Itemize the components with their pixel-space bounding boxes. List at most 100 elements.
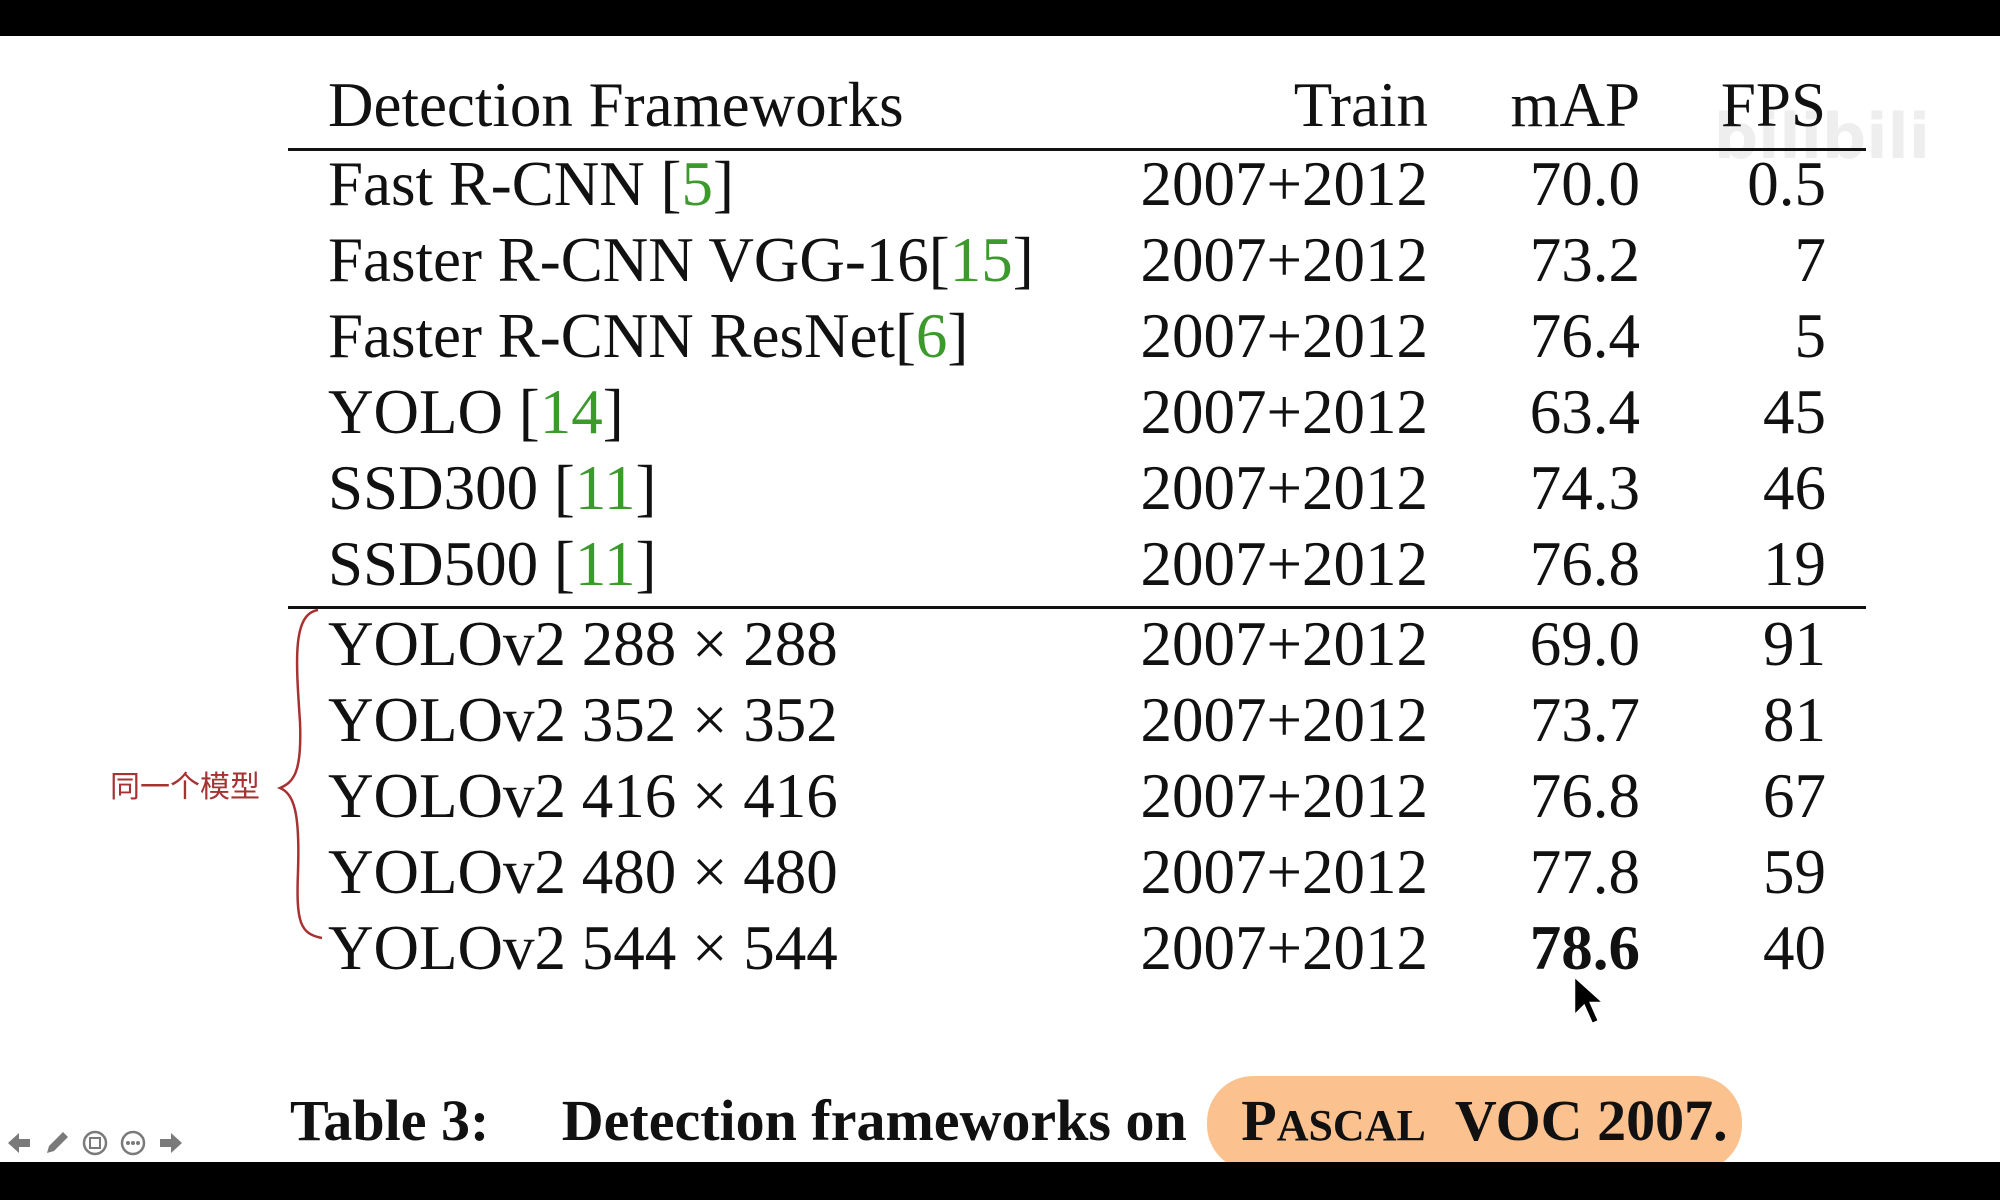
pen-icon[interactable] <box>42 1128 72 1158</box>
caption-dataset-initial: P <box>1241 1088 1277 1153</box>
train-value: 2007+2012 <box>1140 529 1428 599</box>
row-name: YOLOv2 352 × 352 <box>328 682 838 758</box>
map-value: 78.6 <box>1529 913 1640 983</box>
table-header: Detection Frameworks Train mAP FPS <box>0 36 2000 152</box>
train-value: 2007+2012 <box>1140 837 1428 907</box>
row-name: SSD300 [11] <box>328 450 656 526</box>
fps-value: 0.5 <box>1747 149 1826 219</box>
map-value: 63.4 <box>1529 377 1640 447</box>
map-value: 74.3 <box>1529 453 1640 523</box>
caption-dataset-smallcaps: ASCAL <box>1276 1101 1426 1150</box>
train-value: 2007+2012 <box>1140 225 1428 295</box>
table-row: Faster R-CNN ResNet[6] 2007+2012 76.4 5 <box>0 298 2000 374</box>
framework-name: YOLOv2 288 × 288 <box>328 609 838 679</box>
citation-bracket: ] <box>635 529 657 599</box>
table-caption: Table 3: Detection frameworks on PASCAL … <box>290 1076 1742 1162</box>
fps-value: 67 <box>1763 761 1826 831</box>
framework-name: YOLO [ <box>328 377 540 447</box>
table-row: Faster R-CNN VGG-16[15] 2007+2012 73.2 7 <box>0 222 2000 298</box>
train-value: 2007+2012 <box>1140 301 1428 371</box>
citation-link[interactable]: 5 <box>681 149 714 219</box>
framework-name: SSD500 [ <box>328 529 575 599</box>
framework-name: Faster R-CNN VGG-16[ <box>328 225 950 295</box>
table-row: YOLO [14] 2007+2012 63.4 45 <box>0 374 2000 450</box>
mouse-cursor-icon <box>1572 974 1608 1026</box>
fps-value: 81 <box>1763 685 1826 755</box>
table-row: SSD300 [11] 2007+2012 74.3 46 <box>0 450 2000 526</box>
more-icon[interactable] <box>118 1128 148 1158</box>
group-rule <box>288 606 1866 609</box>
row-name: YOLOv2 288 × 288 <box>328 606 838 682</box>
train-value: 2007+2012 <box>1140 913 1428 983</box>
table-row: YOLOv2 416 × 416 2007+2012 76.8 67 <box>0 758 2000 834</box>
citation-link[interactable]: 6 <box>915 301 948 371</box>
citation-bracket: ] <box>947 301 969 371</box>
arrow-right-icon[interactable] <box>156 1128 186 1158</box>
header-name: Detection Frameworks <box>328 70 904 140</box>
map-value: 70.0 <box>1529 149 1640 219</box>
map-value: 76.4 <box>1529 301 1640 371</box>
row-name: YOLOv2 480 × 480 <box>328 834 838 910</box>
citation-bracket: ] <box>602 377 624 447</box>
citation-bracket: ] <box>635 453 657 523</box>
row-name: Fast R-CNN [5] <box>328 146 734 222</box>
fps-value: 40 <box>1763 913 1826 983</box>
table-row: SSD500 [11] 2007+2012 76.8 19 <box>0 526 2000 602</box>
train-value: 2007+2012 <box>1140 377 1428 447</box>
fps-value: 46 <box>1763 453 1826 523</box>
map-value: 76.8 <box>1529 529 1640 599</box>
bracket-annotation <box>276 608 323 940</box>
slides-icon[interactable] <box>80 1128 110 1158</box>
train-value: 2007+2012 <box>1140 149 1428 219</box>
framework-name: Fast R-CNN [ <box>328 149 682 219</box>
header-rule <box>288 148 1866 151</box>
handwritten-note: 同一个模型 <box>110 770 260 805</box>
citation-link[interactable]: 14 <box>539 377 603 447</box>
train-value: 2007+2012 <box>1140 685 1428 755</box>
fps-value: 45 <box>1763 377 1826 447</box>
row-name: YOLO [14] <box>328 374 624 450</box>
row-name: YOLOv2 416 × 416 <box>328 758 838 834</box>
header-train: Train <box>1293 70 1428 140</box>
citation-link[interactable]: 15 <box>949 225 1013 295</box>
fps-value: 59 <box>1763 837 1826 907</box>
header-fps: FPS <box>1720 70 1826 140</box>
citation-link[interactable]: 11 <box>574 529 636 599</box>
map-value: 76.8 <box>1529 761 1640 831</box>
citation-link[interactable]: 11 <box>574 453 636 523</box>
framework-name: YOLOv2 416 × 416 <box>328 761 838 831</box>
table-row: YOLOv2 288 × 288 2007+2012 69.0 91 <box>0 606 2000 682</box>
row-name: Faster R-CNN ResNet[6] <box>328 298 968 374</box>
map-value: 73.2 <box>1529 225 1640 295</box>
citation-bracket: ] <box>1012 225 1034 295</box>
caption-highlight: PASCAL VOC 2007. <box>1207 1076 1742 1162</box>
citation-bracket: ] <box>713 149 734 219</box>
fps-value: 7 <box>1794 225 1827 295</box>
table-row: Fast R-CNN [5] 2007+2012 70.0 0.5 <box>0 146 2000 222</box>
map-value: 77.8 <box>1529 837 1640 907</box>
framework-name: YOLOv2 352 × 352 <box>328 685 838 755</box>
row-name: Faster R-CNN VGG-16[15] <box>328 222 1034 298</box>
map-value: 73.7 <box>1529 685 1640 755</box>
row-name: SSD500 [11] <box>328 526 656 602</box>
train-value: 2007+2012 <box>1140 453 1428 523</box>
watermark: bilibili <box>1713 100 1930 173</box>
arrow-left-icon[interactable] <box>4 1128 34 1158</box>
fps-value: 91 <box>1763 609 1826 679</box>
fps-value: 5 <box>1794 301 1827 371</box>
caption-label: Table 3: <box>290 1088 490 1153</box>
table-row: YOLOv2 352 × 352 2007+2012 73.7 81 <box>0 682 2000 758</box>
fps-value: 19 <box>1763 529 1826 599</box>
map-value: 69.0 <box>1529 609 1640 679</box>
row-name: YOLOv2 544 × 544 <box>328 910 838 986</box>
presentation-toolbar <box>4 1128 186 1160</box>
header-map: mAP <box>1510 70 1640 140</box>
caption-dataset-rest: VOC 2007. <box>1454 1088 1728 1153</box>
table-row: YOLOv2 544 × 544 2007+2012 78.6 40 <box>0 910 2000 986</box>
framework-name: SSD300 [ <box>328 453 575 523</box>
caption-text: Detection frameworks on <box>561 1088 1187 1153</box>
framework-name: Faster R-CNN ResNet[ <box>328 301 916 371</box>
framework-name: YOLOv2 480 × 480 <box>328 837 838 907</box>
train-value: 2007+2012 <box>1140 609 1428 679</box>
table-row: YOLOv2 480 × 480 2007+2012 77.8 59 <box>0 834 2000 910</box>
